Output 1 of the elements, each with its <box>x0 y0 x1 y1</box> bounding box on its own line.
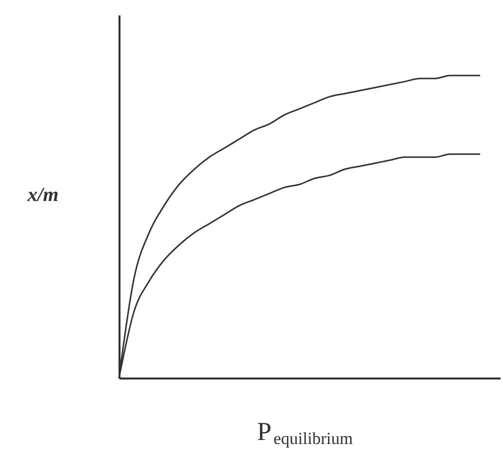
y-axis-title: x/m <box>26 184 59 206</box>
